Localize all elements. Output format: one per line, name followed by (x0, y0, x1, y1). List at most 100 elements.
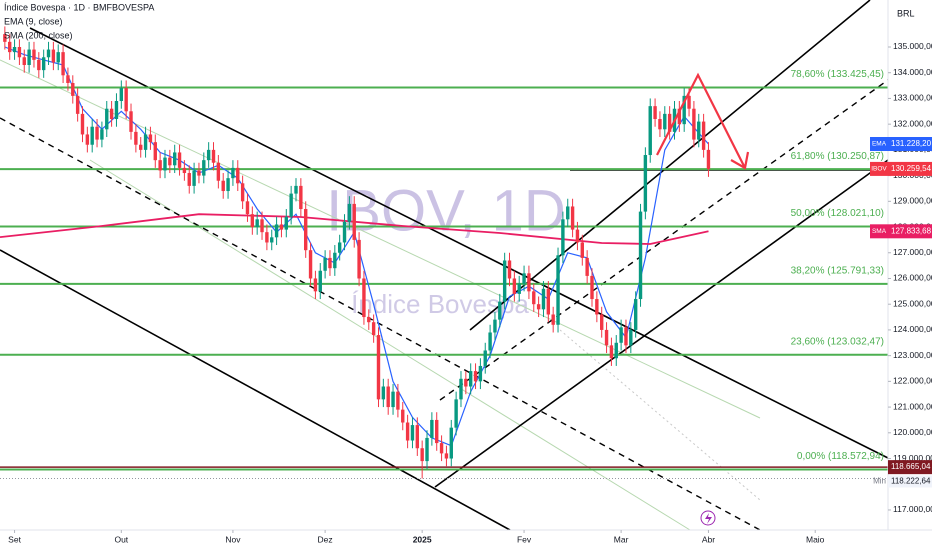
y-tick-label: 132.000,00 (893, 118, 932, 128)
candle-body (333, 252, 337, 269)
candle-body (517, 283, 521, 294)
candle-body (464, 378, 468, 387)
candle-body (391, 391, 395, 408)
candle-body (648, 106, 652, 156)
candle-body (512, 278, 517, 294)
candle-body (493, 319, 497, 333)
price-axis (888, 0, 932, 550)
event-icon-bolt (705, 513, 712, 524)
candle-body (386, 386, 390, 408)
candle-body (697, 121, 701, 140)
candle-body (575, 229, 580, 243)
candle-body (12, 46, 17, 53)
candle-body (604, 329, 609, 346)
candle-body (633, 299, 638, 330)
y-tick-label: 122.000,00 (893, 376, 932, 386)
candle-body (148, 134, 153, 143)
candle-body (468, 371, 473, 387)
candle-body (274, 224, 279, 238)
x-tick-label: Abr (702, 534, 715, 544)
candle-body (66, 75, 70, 84)
candle-body (177, 152, 182, 168)
arrow-path (656, 72, 746, 169)
candle-body (663, 113, 667, 130)
candle-body (585, 257, 589, 276)
candle-body (396, 391, 400, 410)
channel-thin (89, 159, 691, 531)
candle-body (629, 329, 633, 346)
candle-body (367, 317, 371, 323)
candle-body (308, 250, 313, 279)
candle-body (245, 201, 250, 215)
candle-body (498, 301, 502, 320)
candle-body (546, 288, 551, 315)
candle-body (561, 219, 565, 256)
y-tick-label: 120.000,00 (893, 427, 932, 437)
candle-body (313, 278, 318, 292)
candle-body (129, 111, 133, 132)
fib-label: 61,80% (130.250,87) (791, 151, 884, 162)
fib-label: 50,00% (128.021,10) (791, 208, 884, 219)
ema-tag-tag-bg (870, 137, 888, 152)
x-tick-label: Maio (806, 534, 825, 544)
candle-body (231, 167, 235, 179)
candle-body (109, 108, 114, 120)
candle-body (202, 160, 206, 176)
currency-label: BRL (897, 8, 915, 18)
candle-body (502, 260, 507, 302)
candle-body (134, 131, 138, 145)
candle-body (22, 57, 26, 65)
fib-levels: 78,60% (133.425,45) 61,80% (130.250,87) 50… (0, 69, 888, 480)
candle-body (172, 152, 177, 166)
candle-body (706, 149, 711, 169)
candle-body (381, 386, 386, 400)
y-tick-label: 134.000,00 (893, 67, 932, 77)
y-tick-label: 135.000,00 (893, 41, 932, 51)
candle-body (197, 170, 201, 176)
candle-body (284, 216, 288, 230)
candle-body (459, 378, 463, 400)
candle-body (105, 108, 109, 130)
time-axis (0, 530, 932, 550)
candle-body (347, 203, 352, 222)
candle-body (139, 144, 143, 150)
candle-body (294, 185, 298, 194)
y-tick-label: 129.000,00 (893, 196, 932, 206)
sma-tag-bg (888, 224, 932, 239)
x-tick-label: Out (114, 534, 128, 544)
candle-body (342, 221, 347, 243)
candle-body (158, 160, 162, 171)
candle-body (328, 257, 332, 269)
candle-body (638, 211, 643, 300)
candle-body (405, 422, 410, 441)
candle-body (289, 193, 293, 217)
candle-body (590, 275, 594, 300)
y-tick-label: 123.000,00 (893, 350, 932, 360)
candle-body (3, 34, 7, 42)
up-channel-mid (439, 79, 889, 401)
x-tick-label: Fev (517, 534, 532, 544)
candle-body (449, 427, 453, 459)
channel-thin (0, 59, 761, 419)
fib-label: 23,60% (123.032,47) (791, 336, 884, 347)
candle-body (507, 260, 512, 279)
ema-tag-bg (888, 137, 932, 152)
candle-body (265, 232, 269, 243)
candle-body (206, 149, 211, 161)
candle-body (90, 126, 94, 145)
candle-body (182, 167, 187, 174)
legend-entry: EMA (9, close) (4, 16, 63, 26)
candle-body (153, 142, 157, 161)
candle-body (624, 327, 628, 346)
candle-body (75, 95, 80, 114)
candle-body (473, 371, 478, 382)
sma-tag-tag: SMA (872, 228, 887, 235)
prior-low-tag-bg (888, 460, 932, 475)
candle-body (541, 288, 546, 310)
candle-body (371, 322, 376, 336)
candle-body (61, 52, 65, 76)
candle-body (522, 273, 526, 284)
candle-body (532, 291, 536, 305)
candle-body (653, 106, 657, 120)
arrow-head (730, 151, 750, 170)
